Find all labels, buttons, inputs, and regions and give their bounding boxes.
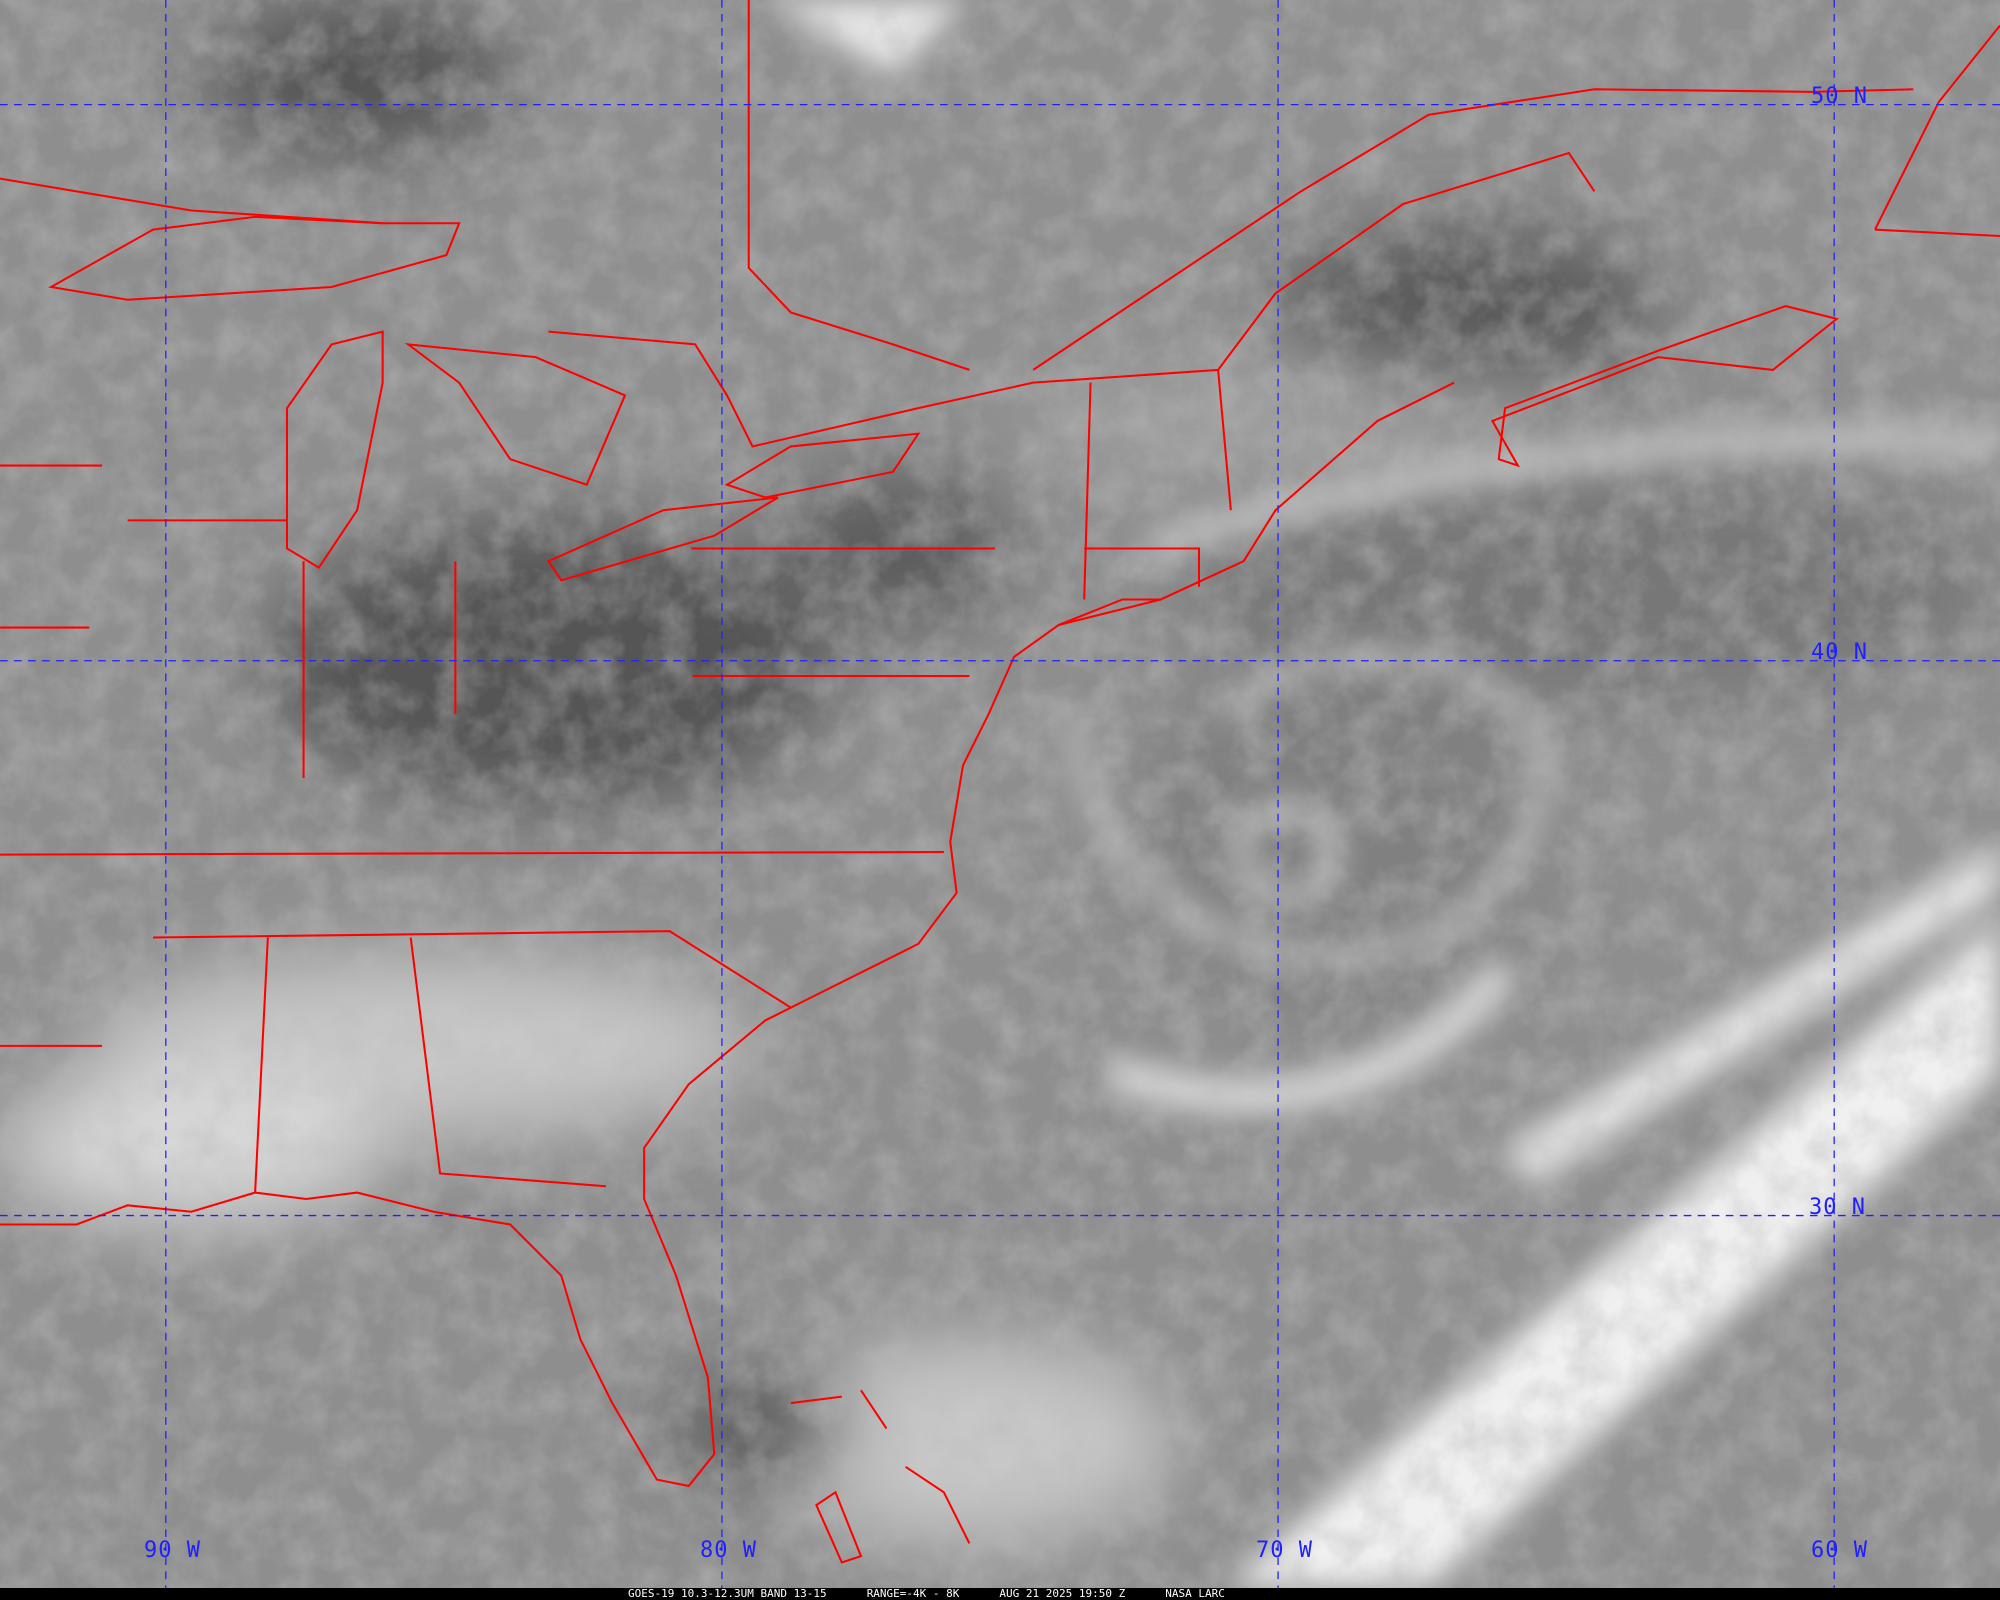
longitude-label-80w: 80 W — [700, 1538, 757, 1563]
state-lines — [0, 0, 1232, 1193]
datetime-text: AUG 21 2025 19:50 Z — [999, 1587, 1126, 1600]
range-text: RANGE=-4K - 8K — [866, 1587, 960, 1600]
canada-us-border — [0, 151, 1596, 448]
credit-text: NASA LARC — [1165, 1587, 1225, 1600]
latitude-label-30n: 30 N — [1809, 1195, 1866, 1220]
long-island — [1058, 598, 1161, 626]
caption-bar: GOES-19 10.3-12.3UM BAND 13-15 RANGE=-4K… — [0, 1588, 2000, 1600]
newfoundland — [1874, 24, 2000, 237]
longitude-label-60w: 60 W — [1811, 1538, 1868, 1563]
latitude-label-50n: 50 N — [1811, 84, 1868, 109]
lake-ontario — [724, 432, 921, 499]
lake-huron — [404, 343, 627, 486]
lake-erie — [546, 496, 779, 582]
nova-scotia — [1490, 305, 1839, 468]
satellite-band-text: GOES-19 10.3-12.3UM BAND 13-15 — [628, 1587, 827, 1600]
political-boundaries — [0, 0, 2000, 1564]
east-coastline — [0, 381, 1455, 1488]
longitude-label-70w: 70 W — [1256, 1538, 1313, 1563]
latitude-label-40n: 40 N — [1811, 640, 1868, 665]
st-lawrence — [1032, 88, 1914, 371]
longitude-label-90w: 90 W — [144, 1538, 201, 1563]
lake-superior — [47, 215, 461, 301]
caribbean-islands — [790, 1389, 971, 1564]
lake-michigan — [285, 330, 384, 569]
